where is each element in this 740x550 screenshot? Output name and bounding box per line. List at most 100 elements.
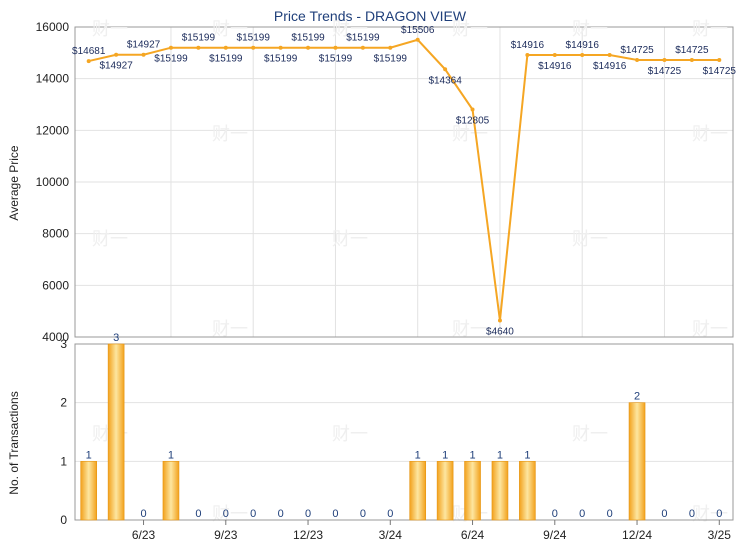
watermark: 财一 bbox=[92, 229, 128, 250]
transaction-bar bbox=[436, 461, 454, 521]
price-point bbox=[443, 67, 448, 72]
transaction-count-label: 1 bbox=[415, 449, 421, 461]
price-point bbox=[306, 45, 311, 50]
price-data-label: $14725 bbox=[703, 66, 737, 77]
watermark: 财一 bbox=[212, 19, 248, 40]
price-point bbox=[360, 45, 365, 50]
watermark: 财一 bbox=[572, 19, 608, 40]
price-y-tick-label: 16000 bbox=[36, 20, 70, 34]
x-tick-label: 12/24 bbox=[622, 528, 652, 542]
transaction-count-label: 0 bbox=[305, 508, 311, 520]
price-data-label: $15199 bbox=[346, 33, 380, 44]
transaction-count-label: 0 bbox=[579, 508, 585, 520]
price-point bbox=[114, 52, 119, 57]
price-data-label: $14725 bbox=[675, 45, 709, 56]
watermark: 财一 bbox=[692, 504, 728, 525]
price-point bbox=[415, 37, 420, 42]
watermark: 财一 bbox=[452, 124, 488, 145]
watermark: 财一 bbox=[572, 229, 608, 250]
watermark: 财一 bbox=[692, 19, 728, 40]
transaction-bar bbox=[162, 461, 180, 521]
price-data-label: $15199 bbox=[154, 54, 188, 65]
x-tick-label: 6/23 bbox=[132, 528, 156, 542]
transaction-count-label: 3 bbox=[113, 332, 119, 344]
watermark: 财一 bbox=[332, 19, 368, 40]
price-y-tick-label: 8000 bbox=[42, 227, 69, 241]
price-data-label: $15199 bbox=[291, 33, 325, 44]
transaction-count-label: 1 bbox=[524, 449, 530, 461]
price-point bbox=[662, 57, 667, 62]
price-point bbox=[497, 318, 502, 323]
price-y-tick-label: 6000 bbox=[42, 278, 69, 292]
watermark: 财一 bbox=[212, 504, 248, 525]
transaction-bar bbox=[80, 461, 98, 521]
price-data-label: $14725 bbox=[620, 45, 654, 56]
transaction-bar bbox=[519, 461, 536, 521]
price-data-label: $14681 bbox=[72, 46, 106, 57]
price-point bbox=[388, 45, 393, 50]
transaction-count-label: 0 bbox=[716, 508, 722, 520]
price-point bbox=[635, 57, 640, 62]
transactions-y-tick-label: 1 bbox=[60, 454, 67, 468]
x-tick-label: 3/25 bbox=[708, 528, 732, 542]
price-point bbox=[580, 53, 585, 58]
transaction-count-label: 0 bbox=[689, 508, 695, 520]
price-point bbox=[607, 53, 612, 58]
price-point bbox=[168, 45, 173, 50]
price-point bbox=[717, 57, 722, 62]
transaction-count-label: 0 bbox=[552, 508, 558, 520]
price-data-label: $15199 bbox=[237, 33, 271, 44]
transaction-count-label: 0 bbox=[387, 508, 393, 520]
transaction-count-label: 0 bbox=[360, 508, 366, 520]
transaction-count-label: 2 bbox=[634, 391, 640, 403]
price-point bbox=[141, 52, 146, 57]
transaction-bar bbox=[628, 402, 646, 521]
price-line bbox=[88, 38, 720, 321]
price-point bbox=[86, 59, 91, 64]
transaction-count-label: 1 bbox=[497, 449, 503, 461]
price-y-tick-label: 14000 bbox=[36, 72, 70, 86]
price-data-label: $15199 bbox=[209, 54, 243, 65]
price-point bbox=[278, 45, 283, 50]
price-y-tick-label: 12000 bbox=[36, 123, 70, 137]
transactions-y-tick-label: 2 bbox=[60, 396, 67, 410]
transactions-y-tick-label: 0 bbox=[60, 513, 67, 527]
transaction-count-label: 1 bbox=[168, 449, 174, 461]
transaction-count-label: 0 bbox=[195, 508, 201, 520]
x-tick-label: 9/23 bbox=[214, 528, 238, 542]
transaction-count-label: 1 bbox=[86, 449, 92, 461]
price-y-tick-label: 10000 bbox=[36, 175, 70, 189]
transactions-plot-area bbox=[75, 344, 733, 520]
x-tick-label: 12/23 bbox=[293, 528, 323, 542]
price-point bbox=[525, 53, 530, 58]
transaction-count-label: 0 bbox=[607, 508, 613, 520]
chart-title: Price Trends - DRAGON VIEW bbox=[274, 8, 467, 24]
transaction-count-label: 0 bbox=[332, 508, 338, 520]
price-y-axis-label: Average Price bbox=[7, 145, 21, 220]
price-point bbox=[333, 45, 338, 50]
price-point bbox=[470, 107, 475, 112]
transactions-y-axis-label: No. of Transactions bbox=[7, 391, 21, 494]
price-data-label: $14916 bbox=[566, 40, 600, 51]
price-data-label: $15199 bbox=[319, 54, 353, 65]
price-data-label: $14725 bbox=[648, 66, 682, 77]
price-data-label: $4640 bbox=[486, 326, 514, 337]
transaction-count-label: 0 bbox=[278, 508, 284, 520]
price-data-label: $15199 bbox=[374, 54, 408, 65]
price-data-label: $14916 bbox=[538, 61, 572, 72]
price-data-label: $14916 bbox=[593, 61, 627, 72]
price-data-label: $14927 bbox=[99, 61, 133, 72]
price-data-label: $15199 bbox=[264, 54, 298, 65]
watermark: 财一 bbox=[212, 319, 248, 340]
price-point bbox=[689, 57, 694, 62]
transaction-count-label: 0 bbox=[250, 508, 256, 520]
watermark: 财一 bbox=[92, 19, 128, 40]
transaction-bar bbox=[491, 461, 509, 521]
x-tick-label: 6/24 bbox=[461, 528, 485, 542]
transaction-bar bbox=[107, 343, 125, 521]
watermark: 财一 bbox=[332, 424, 368, 445]
transaction-count-label: 1 bbox=[442, 449, 448, 461]
price-data-label: $14364 bbox=[428, 75, 462, 86]
price-point bbox=[251, 45, 256, 50]
